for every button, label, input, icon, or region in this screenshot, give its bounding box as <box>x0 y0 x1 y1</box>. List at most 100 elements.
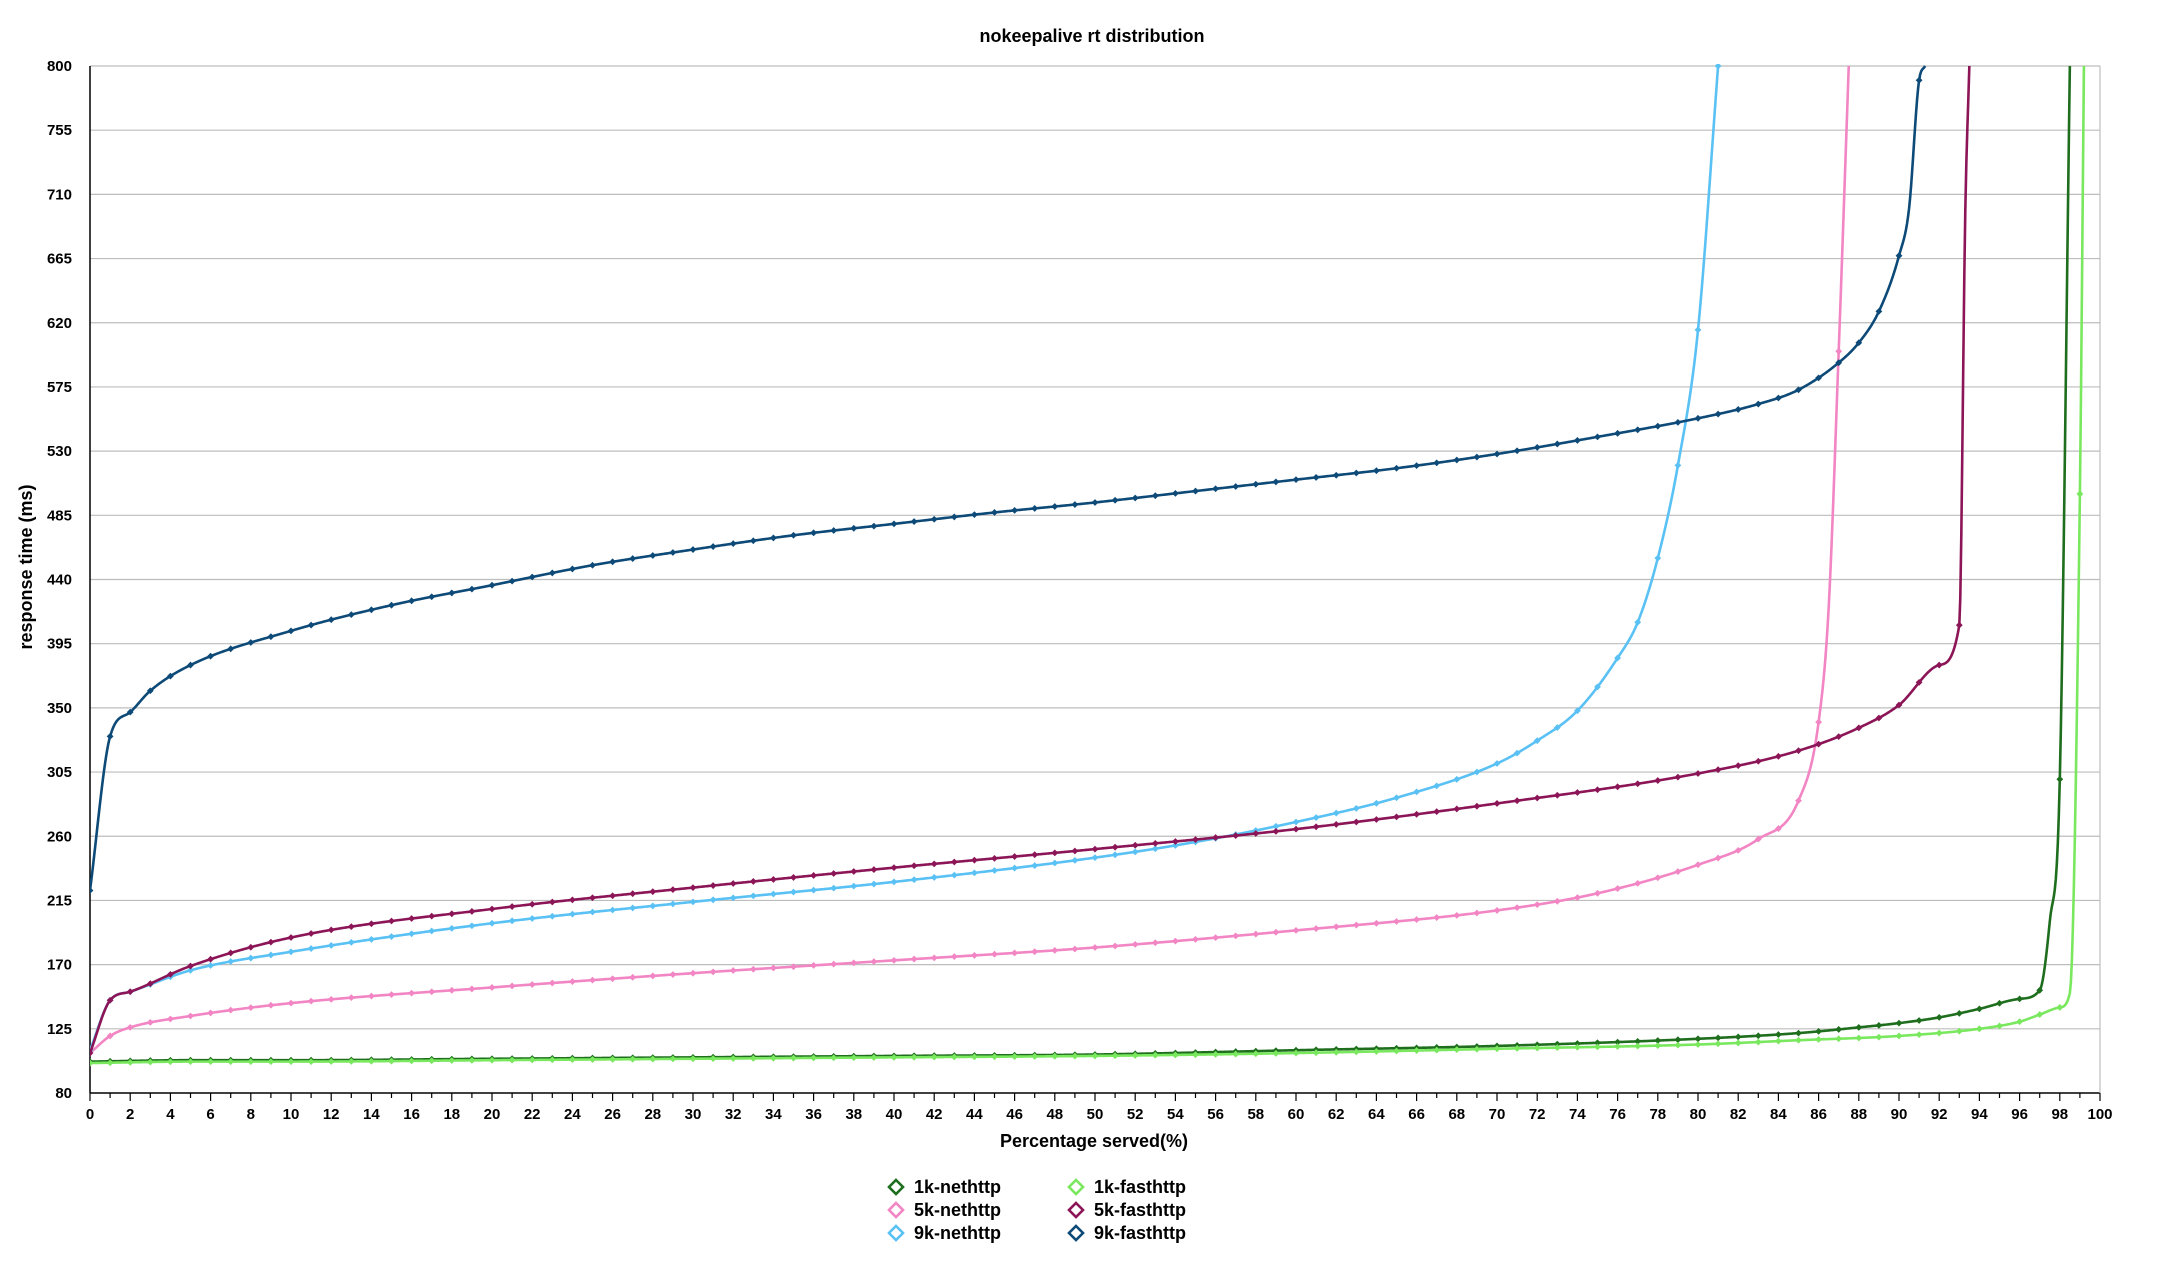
data-point <box>991 950 998 958</box>
data-point <box>790 1054 797 1062</box>
data-point <box>428 1057 436 1065</box>
data-point <box>649 552 657 559</box>
data-point <box>227 949 235 957</box>
data-point <box>1332 821 1340 828</box>
data-point <box>609 558 616 566</box>
data-point <box>1011 1053 1018 1060</box>
data-point <box>508 917 516 925</box>
data-point <box>1996 999 2003 1007</box>
data-point <box>870 958 878 966</box>
x-tick-label: 60 <box>1288 1106 1305 1123</box>
data-point <box>1714 410 1722 418</box>
data-point <box>1352 469 1360 477</box>
x-tick-label: 40 <box>886 1106 903 1123</box>
data-point <box>790 888 797 896</box>
data-point <box>1795 747 1802 755</box>
data-point <box>1714 854 1722 862</box>
data-point <box>609 975 616 983</box>
data-point <box>347 611 355 619</box>
data-point <box>709 882 717 889</box>
data-point <box>347 994 355 1002</box>
data-point <box>408 930 415 938</box>
data-point <box>770 876 777 883</box>
data-point <box>207 652 214 660</box>
x-tick-label: 90 <box>1891 1106 1908 1123</box>
data-point <box>508 1056 516 1064</box>
data-point <box>1734 1033 1742 1041</box>
data-point <box>950 953 958 961</box>
data-point <box>1815 374 1822 382</box>
data-point <box>488 581 496 589</box>
data-point <box>307 997 315 1005</box>
data-point <box>1795 386 1802 394</box>
data-point <box>1553 440 1561 448</box>
data-point <box>790 531 797 539</box>
data-point <box>448 924 456 932</box>
data-point <box>1332 809 1340 817</box>
data-point <box>368 992 375 1000</box>
data-point <box>1674 418 1682 426</box>
y-tick-label: 575 <box>47 379 72 396</box>
data-point <box>629 555 637 562</box>
data-point <box>187 1058 194 1066</box>
data-point <box>448 910 456 918</box>
y-tick-label: 260 <box>47 828 72 845</box>
x-tick-label: 94 <box>1971 1106 1988 1123</box>
data-point <box>167 970 174 978</box>
data-point <box>468 985 476 993</box>
data-point <box>227 1006 235 1014</box>
data-point <box>1413 810 1420 818</box>
data-point <box>1473 1045 1481 1053</box>
data-point <box>1775 752 1782 760</box>
legend: 1k-nethttp 1k-fasthttp 5k-nethttp 5k-fastht… <box>887 1177 1186 1243</box>
data-point <box>1553 1044 1561 1052</box>
data-point <box>729 967 737 974</box>
data-point <box>770 1054 777 1062</box>
data-point <box>2036 1011 2044 1018</box>
data-point <box>1131 1052 1139 1059</box>
data-point <box>930 515 938 523</box>
data-point <box>669 900 677 908</box>
legend-marker <box>1067 1224 1085 1242</box>
data-point <box>408 989 415 997</box>
data-point <box>1754 1038 1762 1046</box>
data-point <box>1393 794 1400 802</box>
x-tick-label: 66 <box>1408 1106 1425 1123</box>
data-point <box>1533 444 1541 451</box>
data-point <box>1574 1040 1581 1047</box>
data-point <box>1151 845 1159 853</box>
data-point <box>1011 864 1018 872</box>
y-tick-label: 800 <box>47 58 72 75</box>
data-point <box>146 687 154 695</box>
data-point <box>1332 923 1340 931</box>
data-point <box>689 884 697 891</box>
data-point <box>1674 1036 1682 1044</box>
y-tick-label: 170 <box>47 957 72 974</box>
data-point <box>830 884 838 892</box>
data-point <box>1734 406 1742 413</box>
data-point <box>850 524 858 532</box>
data-point <box>709 1055 717 1063</box>
data-point <box>1654 554 1662 562</box>
data-point <box>1453 1046 1461 1054</box>
data-point <box>1875 1033 1883 1041</box>
data-point <box>2056 775 2064 783</box>
data-point <box>1855 1034 1863 1042</box>
legend-marker <box>887 1224 905 1242</box>
data-point <box>729 880 737 887</box>
data-point <box>1875 714 1883 722</box>
data-point <box>1131 841 1139 849</box>
data-point <box>950 871 958 879</box>
legend-label: 1k-nethttp <box>914 1177 1001 1197</box>
data-point <box>669 1055 677 1063</box>
data-point <box>1594 1043 1601 1051</box>
data-point <box>1513 904 1521 912</box>
data-point <box>327 995 335 1003</box>
data-point <box>1373 467 1380 475</box>
data-point <box>548 569 556 577</box>
data-point <box>488 919 496 927</box>
data-point <box>1694 1035 1702 1043</box>
data-point <box>1955 1009 1963 1017</box>
x-tick-label: 14 <box>363 1106 380 1123</box>
